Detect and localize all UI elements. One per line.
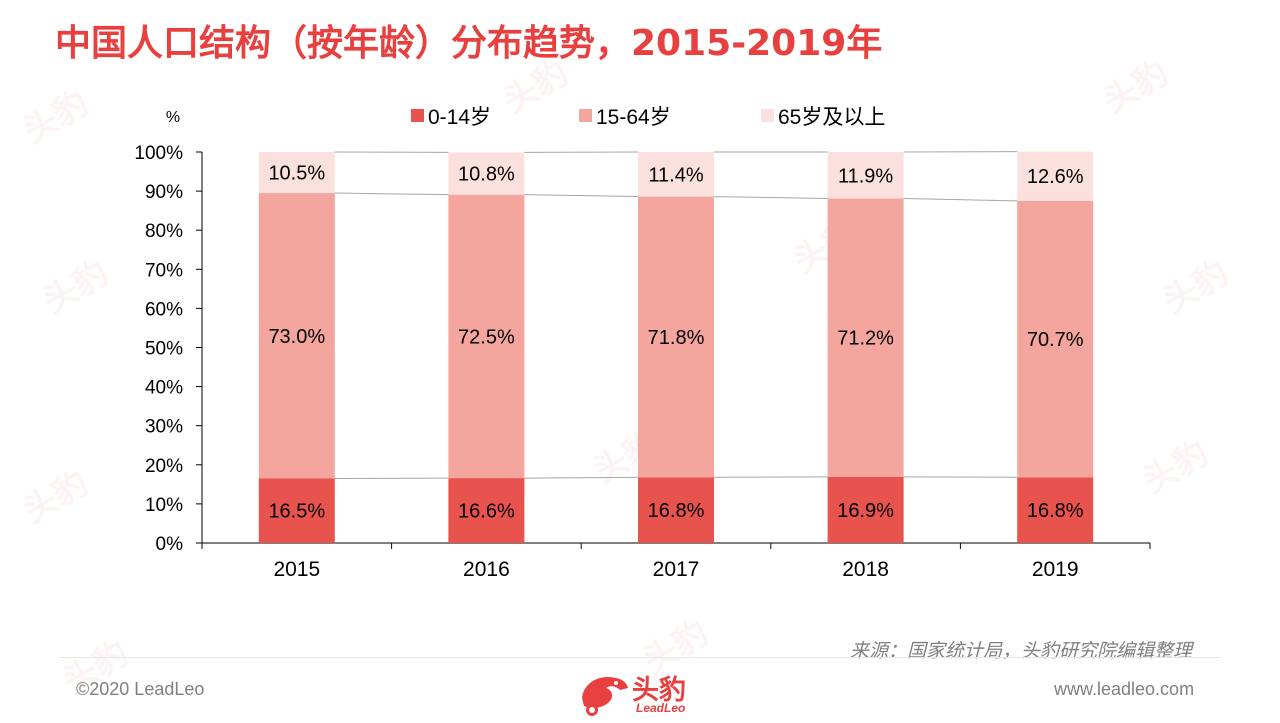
y-tick-label: 0% <box>156 534 184 555</box>
series-connector-line <box>714 197 828 199</box>
data-label: 12.6% <box>1027 166 1084 188</box>
data-label: 10.8% <box>458 164 515 186</box>
y-tick-label: 90% <box>145 182 183 203</box>
y-axis-unit: % <box>166 109 180 126</box>
y-tick-label: 50% <box>145 339 183 360</box>
logo-text-en: LeadLeo <box>636 701 685 715</box>
data-label: 11.4% <box>648 164 703 186</box>
website-link[interactable]: www.leadleo.com <box>1054 679 1194 700</box>
series-connector-line <box>524 195 638 197</box>
legend-swatch <box>579 109 592 122</box>
x-tick-label: 2015 <box>273 558 320 581</box>
data-label: 16.8% <box>1027 500 1084 522</box>
y-tick-label: 70% <box>145 260 183 281</box>
y-tick-label: 20% <box>145 456 183 477</box>
data-label: 72.5% <box>458 326 515 348</box>
legend-swatch <box>761 109 774 122</box>
copyright-text: ©2020 LeadLeo <box>76 679 204 700</box>
data-label: 10.5% <box>268 163 325 185</box>
data-label: 16.8% <box>648 500 705 522</box>
leadleo-logo: 头豹 LeadLeo <box>578 668 708 718</box>
series-connector-line <box>335 193 449 195</box>
leopard-icon <box>578 668 630 718</box>
data-label: 16.6% <box>458 501 515 523</box>
data-label: 70.7% <box>1027 329 1084 351</box>
x-tick-label: 2019 <box>1032 558 1079 581</box>
legend-label: 15-64岁 <box>596 106 671 129</box>
data-label: 71.2% <box>837 328 894 350</box>
legend-swatch <box>411 109 424 122</box>
source-note: 来源：国家统计局，头豹研究院编辑整理 <box>850 636 1192 663</box>
y-tick-label: 100% <box>134 143 183 164</box>
y-tick-label: 40% <box>145 378 183 399</box>
data-label: 16.9% <box>837 500 894 522</box>
legend-label: 65岁及以上 <box>778 106 885 129</box>
legend-label: 0-14岁 <box>428 106 491 129</box>
data-label: 16.5% <box>268 501 325 523</box>
series-connector-line <box>904 199 1018 201</box>
data-label: 71.8% <box>648 327 705 349</box>
x-tick-label: 2016 <box>463 558 510 581</box>
y-tick-label: 60% <box>145 299 183 320</box>
series-connector-line <box>524 477 638 478</box>
y-tick-label: 30% <box>145 417 183 438</box>
footer-divider <box>60 657 1220 658</box>
y-tick-label: 10% <box>145 495 183 516</box>
y-tick-label: 80% <box>145 221 183 242</box>
x-tick-label: 2018 <box>842 558 889 581</box>
x-tick-label: 2017 <box>653 558 700 581</box>
data-label: 11.9% <box>838 165 893 187</box>
data-label: 73.0% <box>268 326 325 348</box>
